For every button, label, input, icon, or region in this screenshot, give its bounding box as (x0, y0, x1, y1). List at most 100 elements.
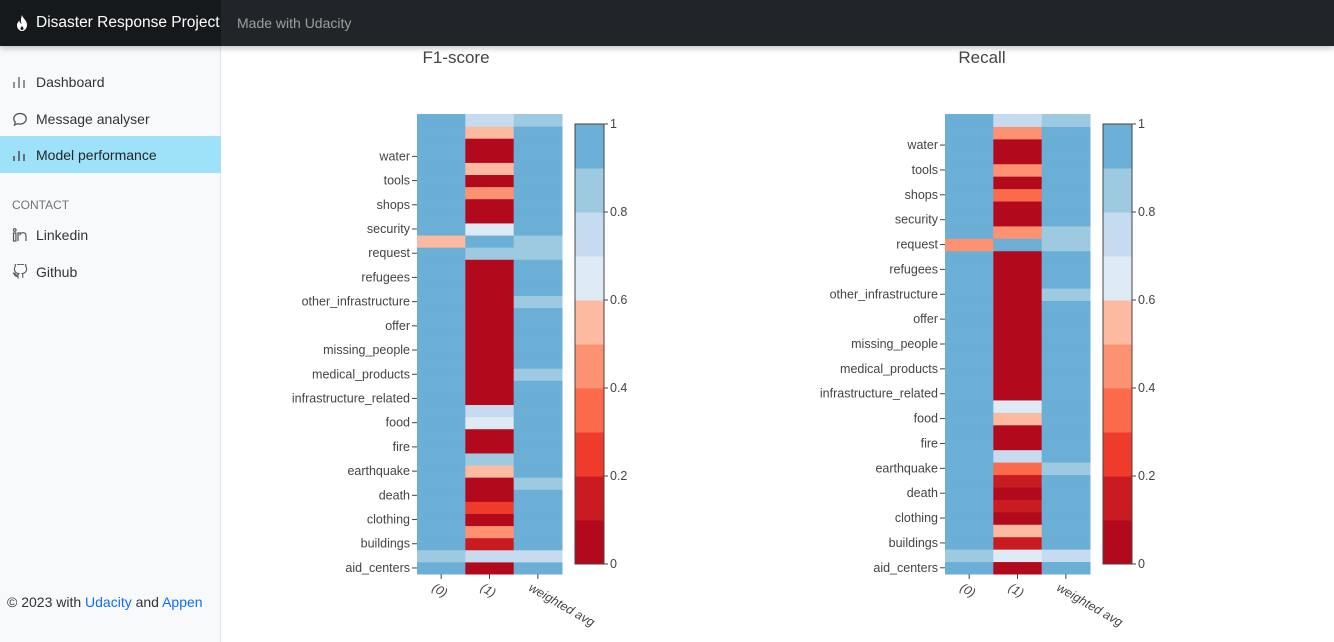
colorbar-border (574, 123, 605, 565)
heatmap-cell (1041, 288, 1091, 301)
heatmap-cell (1041, 474, 1091, 488)
heatmap-cell (993, 350, 1043, 364)
heatmap-cell (417, 150, 466, 163)
heatmap-cell (945, 524, 994, 538)
heatmap-cell (417, 380, 466, 393)
heatmap-cell (1041, 263, 1091, 277)
y-tick-label: earthquake (875, 461, 938, 475)
heatmap-cell (417, 501, 466, 514)
heatmap-cell (465, 489, 515, 502)
y-tick-label: buildings (361, 537, 410, 551)
heatmap-cell (417, 186, 466, 200)
heatmap-cell (417, 404, 466, 418)
heatmap-cell (417, 368, 466, 381)
colorbar-tick-label: 0.2 (1138, 469, 1155, 483)
heatmap-cell (417, 561, 466, 575)
appen-link[interactable]: Appen (162, 594, 203, 610)
heatmap-cell (945, 201, 994, 214)
heatmap-cell (417, 440, 466, 454)
heatmap-cell (1041, 126, 1091, 140)
heatmap-cell (417, 525, 466, 539)
colorbar-tick-label: 0.2 (610, 469, 627, 483)
heatmap-cell (945, 549, 994, 563)
sidebar-item-label: Model performance (36, 146, 157, 163)
heatmap-cell (513, 561, 563, 575)
heatmap-cell (993, 524, 1043, 538)
heatmap-cell (465, 440, 515, 454)
heatmap-cell (945, 300, 994, 314)
colorbar-segment (1103, 520, 1132, 565)
heatmap-cell (513, 537, 563, 551)
heatmap-cell (513, 295, 563, 309)
x-tick-label: weighted avg (526, 580, 597, 629)
colorbar-segment (1103, 476, 1132, 521)
heatmap-cell (513, 235, 563, 248)
sidebar-item-model-performance[interactable]: Model performance (0, 136, 221, 173)
heatmap-cell (1041, 536, 1091, 550)
y-tick-label: refugees (889, 262, 938, 276)
y-tick-label: offer (385, 319, 410, 333)
made-with-udacity-link[interactable]: Made with Udacity (237, 15, 352, 31)
heatmap-cell (1041, 549, 1091, 563)
heatmap-cell (1041, 138, 1091, 152)
heatmap-cell (1041, 275, 1091, 289)
heatmap-cell (417, 416, 466, 430)
heatmap-cell (417, 271, 466, 284)
heatmap-cell (465, 162, 515, 176)
heatmap-cell (417, 307, 466, 321)
heatmap-cell (513, 150, 563, 163)
heatmap-cell (993, 424, 1043, 438)
heatmap-cell (1041, 114, 1091, 127)
heatmap-cell (945, 275, 994, 289)
heatmap-cell (465, 150, 515, 163)
heatmap-cell (417, 428, 466, 442)
sidebar-item-github[interactable]: Github (0, 253, 221, 290)
heatmap-cell (993, 238, 1043, 252)
brand-link[interactable]: Disaster Response Project (0, 0, 221, 46)
heatmap-cell (1041, 188, 1091, 202)
x-tick-label: weighted avg (1054, 580, 1125, 629)
y-tick-label: request (368, 246, 410, 260)
heatmap-cell (465, 198, 515, 212)
heatmap-cell (1041, 424, 1091, 438)
heatmap-cell (1041, 437, 1091, 451)
heatmap-cell (993, 188, 1043, 202)
heatmap-cell (945, 350, 994, 364)
y-tick-label: food (386, 416, 410, 430)
sidebar-item-message-analyser[interactable]: Message analyser (0, 100, 221, 137)
colorbar-tick-label: 0.4 (1138, 381, 1155, 395)
heatmap-cell (513, 368, 563, 381)
heatmap-cell (465, 561, 515, 575)
y-tick-label: aid_centers (345, 561, 410, 575)
y-tick-label: missing_people (851, 337, 938, 351)
heatmap-cell (417, 235, 466, 248)
heatmap-cell (417, 549, 466, 563)
y-tick-label: tools (912, 163, 938, 177)
colorbar-segment (1103, 388, 1132, 433)
heatmap-cell (993, 138, 1043, 152)
heatmap-cell (993, 561, 1043, 575)
heatmap-cell (465, 465, 515, 478)
heatmap-cell (945, 362, 994, 376)
heatmap-cell (1041, 449, 1091, 463)
heatmap-cell (945, 437, 994, 451)
heatmap-cell (945, 312, 994, 326)
heatmap-cell (1041, 486, 1091, 500)
sidebar-item-linkedin[interactable]: Linkedin (0, 216, 221, 253)
udacity-link[interactable]: Udacity (85, 594, 132, 610)
heatmap-cell (465, 525, 515, 539)
f1-score-heatmap: F1-score aid_centers buildings clothing deat… (292, 48, 628, 629)
top-navbar: Disaster Response Project Made with Udac… (0, 0, 1334, 46)
chat-icon (13, 112, 27, 126)
heatmap-cell (993, 474, 1043, 488)
heatmap-cell (513, 271, 563, 284)
y-tick-label: other_infrastructure (302, 295, 410, 309)
colorbar-segment (575, 344, 604, 389)
sidebar-item-dashboard[interactable]: Dashboard (0, 63, 221, 100)
heatmap-cell (1041, 225, 1091, 239)
heatmap-cell (417, 162, 466, 176)
heatmap-cell (513, 319, 563, 333)
footer-and: and (135, 594, 159, 610)
heatmap-cell (513, 210, 563, 224)
sidebar: Dashboard Message analyser Model perform… (0, 46, 221, 642)
